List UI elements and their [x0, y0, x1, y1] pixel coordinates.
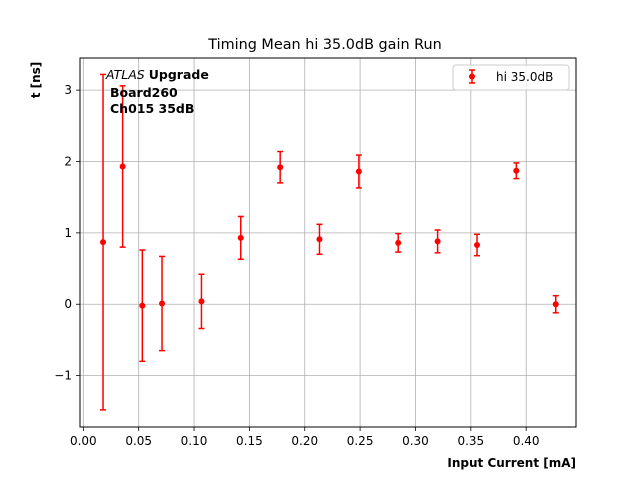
x-tick-label: 0.00	[70, 434, 97, 448]
data-point	[139, 249, 146, 363]
data-series	[100, 73, 559, 411]
data-point	[198, 273, 205, 330]
x-tick-label: 0.35	[457, 434, 484, 448]
point-marker	[237, 234, 244, 241]
x-axis: 0.00 0.05 0.10 0.15 0.20 0.25 0.30 0.35 0.40	[70, 427, 540, 448]
point-marker	[316, 236, 323, 243]
point-marker	[198, 298, 205, 305]
x-tick-label: 0.05	[125, 434, 152, 448]
data-point	[237, 215, 244, 261]
x-tick-label: 0.15	[236, 434, 263, 448]
legend-box	[452, 64, 570, 91]
atlas-word: ATLAS	[105, 67, 145, 82]
upgrade-word: Upgrade	[149, 67, 209, 82]
point-marker	[513, 167, 520, 174]
point-marker	[434, 238, 441, 245]
data-point	[277, 150, 284, 184]
y-axis-label: t [ns]	[29, 62, 43, 99]
data-point	[119, 85, 126, 248]
y-tick-label: 0	[64, 297, 72, 311]
point-marker	[159, 300, 166, 307]
x-tick-label: 0.20	[291, 434, 318, 448]
y-tick-label: −1	[54, 369, 72, 383]
legend: hi 35.0dB	[452, 64, 570, 91]
data-point	[474, 233, 481, 257]
data-point	[434, 229, 441, 254]
data-point	[395, 232, 402, 253]
y-tick-label: 2	[64, 154, 72, 168]
x-tick-label: 0.40	[513, 434, 540, 448]
legend-label: hi 35.0dB	[496, 70, 553, 84]
point-marker	[395, 239, 402, 246]
y-tick-label: 1	[64, 226, 72, 240]
legend-marker	[469, 73, 475, 80]
data-point	[552, 294, 559, 314]
plot-frame	[79, 57, 577, 428]
grid-lines	[80, 58, 576, 427]
data-point	[159, 255, 166, 352]
board-label: Board260	[110, 85, 178, 100]
point-marker	[474, 241, 481, 248]
x-axis-label: Input Current [mA]	[447, 456, 576, 470]
point-marker	[139, 302, 146, 309]
point-marker	[119, 163, 126, 170]
chart-title: Timing Mean hi 35.0dB gain Run	[207, 37, 442, 53]
data-point	[100, 73, 107, 411]
data-point	[513, 162, 520, 180]
atlas-label: ATLAS Upgrade	[105, 67, 209, 82]
y-tick-label: 3	[64, 83, 72, 97]
point-marker	[100, 239, 107, 246]
x-tick-label: 0.25	[347, 434, 374, 448]
channel-label: Ch015 35dB	[110, 101, 194, 116]
data-point	[316, 223, 323, 256]
atlas-annotation: ATLAS Upgrade Board260 Ch015 35dB	[105, 67, 209, 116]
point-marker	[277, 164, 284, 171]
point-marker	[552, 301, 559, 308]
x-tick-label: 0.10	[181, 434, 208, 448]
x-tick-label: 0.30	[402, 434, 429, 448]
y-axis: −1 0 1 2 3	[54, 83, 80, 383]
point-marker	[355, 168, 362, 175]
data-point	[355, 154, 362, 189]
